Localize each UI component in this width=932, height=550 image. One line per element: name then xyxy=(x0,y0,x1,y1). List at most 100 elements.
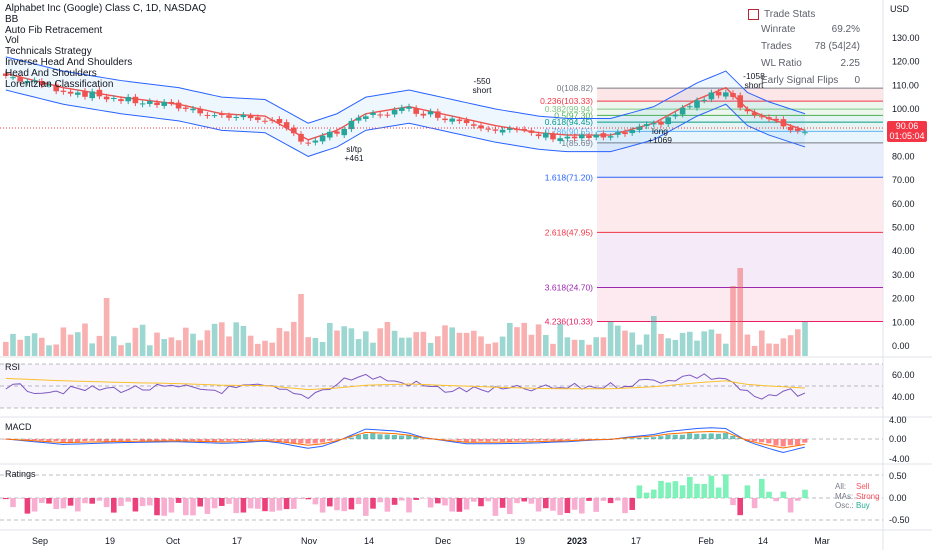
rating-bar xyxy=(802,489,808,498)
volume-bar xyxy=(715,333,722,356)
macd-histogram-bar xyxy=(31,439,37,441)
volume-bar xyxy=(89,343,95,356)
legend-hs[interactable]: Head And Shoulders xyxy=(5,67,97,79)
legend-bb[interactable]: BB xyxy=(5,13,19,25)
candle-body xyxy=(586,135,592,138)
fib-label: 3.618(24.70) xyxy=(545,282,593,292)
time-tick: Feb xyxy=(698,536,714,546)
ratings-pane[interactable] xyxy=(0,474,883,521)
candle-body xyxy=(247,115,254,119)
macd-title[interactable]: MACD xyxy=(5,422,32,432)
candle-body xyxy=(377,114,383,116)
candle-body xyxy=(139,103,146,105)
candle-body xyxy=(31,80,38,82)
macd-histogram-bar xyxy=(291,439,297,444)
macd-histogram-bar xyxy=(679,434,685,439)
candle-body xyxy=(226,115,232,118)
legend-lorentzian[interactable]: Lorentzian Classification xyxy=(5,78,114,90)
rating-bar xyxy=(96,498,103,501)
macd-histogram-bar xyxy=(39,439,45,441)
volume-bar xyxy=(139,324,146,356)
candle-body xyxy=(3,73,9,76)
rating-bar xyxy=(60,498,67,509)
rating-bar xyxy=(607,498,614,504)
time-axis[interactable]: Sep 19 Oct 17 Nov 14 Dec 19 2023 17 Feb 14 Mar xyxy=(32,536,830,546)
volume-bar xyxy=(492,342,499,356)
legend-vol[interactable]: Vol xyxy=(5,35,19,47)
volume-bar xyxy=(528,334,535,356)
checkbox-icon[interactable] xyxy=(748,8,759,20)
rating-bar xyxy=(327,498,333,507)
volume-bar xyxy=(312,337,319,356)
macd-histogram-bar xyxy=(103,439,109,443)
macd-histogram-bar xyxy=(24,439,30,441)
candle-body xyxy=(766,117,772,120)
macd-histogram-bar xyxy=(67,439,73,443)
candle-body xyxy=(442,118,448,121)
volume-bar xyxy=(471,330,477,356)
chart-title: Alphabet Inc (Google) Class C, 1D, NASDA… xyxy=(5,3,207,14)
fib-zone xyxy=(597,287,883,322)
macd-histogram-bar xyxy=(355,434,361,439)
rating-bar xyxy=(24,498,31,514)
candle-body xyxy=(622,132,628,135)
candle-body xyxy=(687,106,693,108)
time-tick: 19 xyxy=(105,536,115,546)
macd-histogram-bar xyxy=(175,439,181,442)
bb-upper xyxy=(5,56,806,124)
macd-histogram-bar xyxy=(535,439,541,441)
fib-retracement[interactable]: 0(108.82) 0.236(103.33)0.382(99.94)0.5(97… xyxy=(540,83,883,327)
rsi-title[interactable]: RSI xyxy=(5,362,21,372)
annotation-label: long xyxy=(652,126,668,136)
macd-histogram-bar xyxy=(384,434,390,439)
legend-technicals[interactable]: Technicals Strategy xyxy=(5,46,92,58)
rating-bar xyxy=(219,498,225,506)
ratings-title[interactable]: Ratings xyxy=(5,469,36,479)
volume-bar xyxy=(154,332,160,356)
macd-histogram-bar xyxy=(147,439,153,442)
macd-histogram-bar xyxy=(154,439,160,442)
fib-zone xyxy=(597,232,883,288)
legend-autofib[interactable]: Auto Fib Retracement xyxy=(5,24,103,36)
rating-bar xyxy=(586,498,592,501)
annotation-sub: short xyxy=(745,80,765,90)
candle-body xyxy=(658,121,664,125)
macd-histogram-bar xyxy=(507,439,513,442)
rating-bar xyxy=(391,498,398,505)
rating-bar xyxy=(795,498,801,501)
volume-bar xyxy=(10,333,16,356)
macd-histogram-bar xyxy=(406,434,412,439)
rating-bar xyxy=(701,484,707,498)
annotation-label: sl/tp xyxy=(346,144,362,154)
rsi-pane[interactable] xyxy=(0,363,883,409)
volume-bar xyxy=(384,321,391,356)
rating-bar xyxy=(643,492,650,498)
volume-bar xyxy=(586,344,592,356)
rating-bar xyxy=(744,485,751,498)
candle-body xyxy=(787,126,794,131)
macd-histogram-bar xyxy=(672,434,678,439)
fib-zone xyxy=(597,177,883,233)
macd-histogram-bar xyxy=(665,434,671,439)
macd-histogram-bar xyxy=(471,439,477,442)
rating-bar xyxy=(787,498,794,513)
rating-bar xyxy=(557,498,563,516)
candle-body xyxy=(730,93,736,97)
macd-histogram-bar xyxy=(276,439,282,443)
fib-zone xyxy=(597,142,883,178)
volume-bar xyxy=(197,340,203,356)
rating-bar xyxy=(485,498,491,502)
rating-bar xyxy=(363,498,369,516)
macd-pane[interactable] xyxy=(0,427,883,454)
volume-bar xyxy=(672,339,679,356)
price-axis[interactable]: USD130.00120.00110.00100.0090.0080.0070.… xyxy=(889,4,920,525)
rating-bar xyxy=(39,498,45,503)
macd-histogram-bar xyxy=(773,439,779,446)
volume-bar xyxy=(53,344,59,356)
rsi-tick: 40.00 xyxy=(892,392,915,402)
fib-label: 1(85.69) xyxy=(561,138,593,148)
macd-histogram-bar xyxy=(111,439,117,443)
macd-histogram-bar xyxy=(715,433,721,439)
legend-ihs[interactable]: Inverse Head And Shoulders xyxy=(5,56,133,68)
candle-body xyxy=(67,91,74,94)
